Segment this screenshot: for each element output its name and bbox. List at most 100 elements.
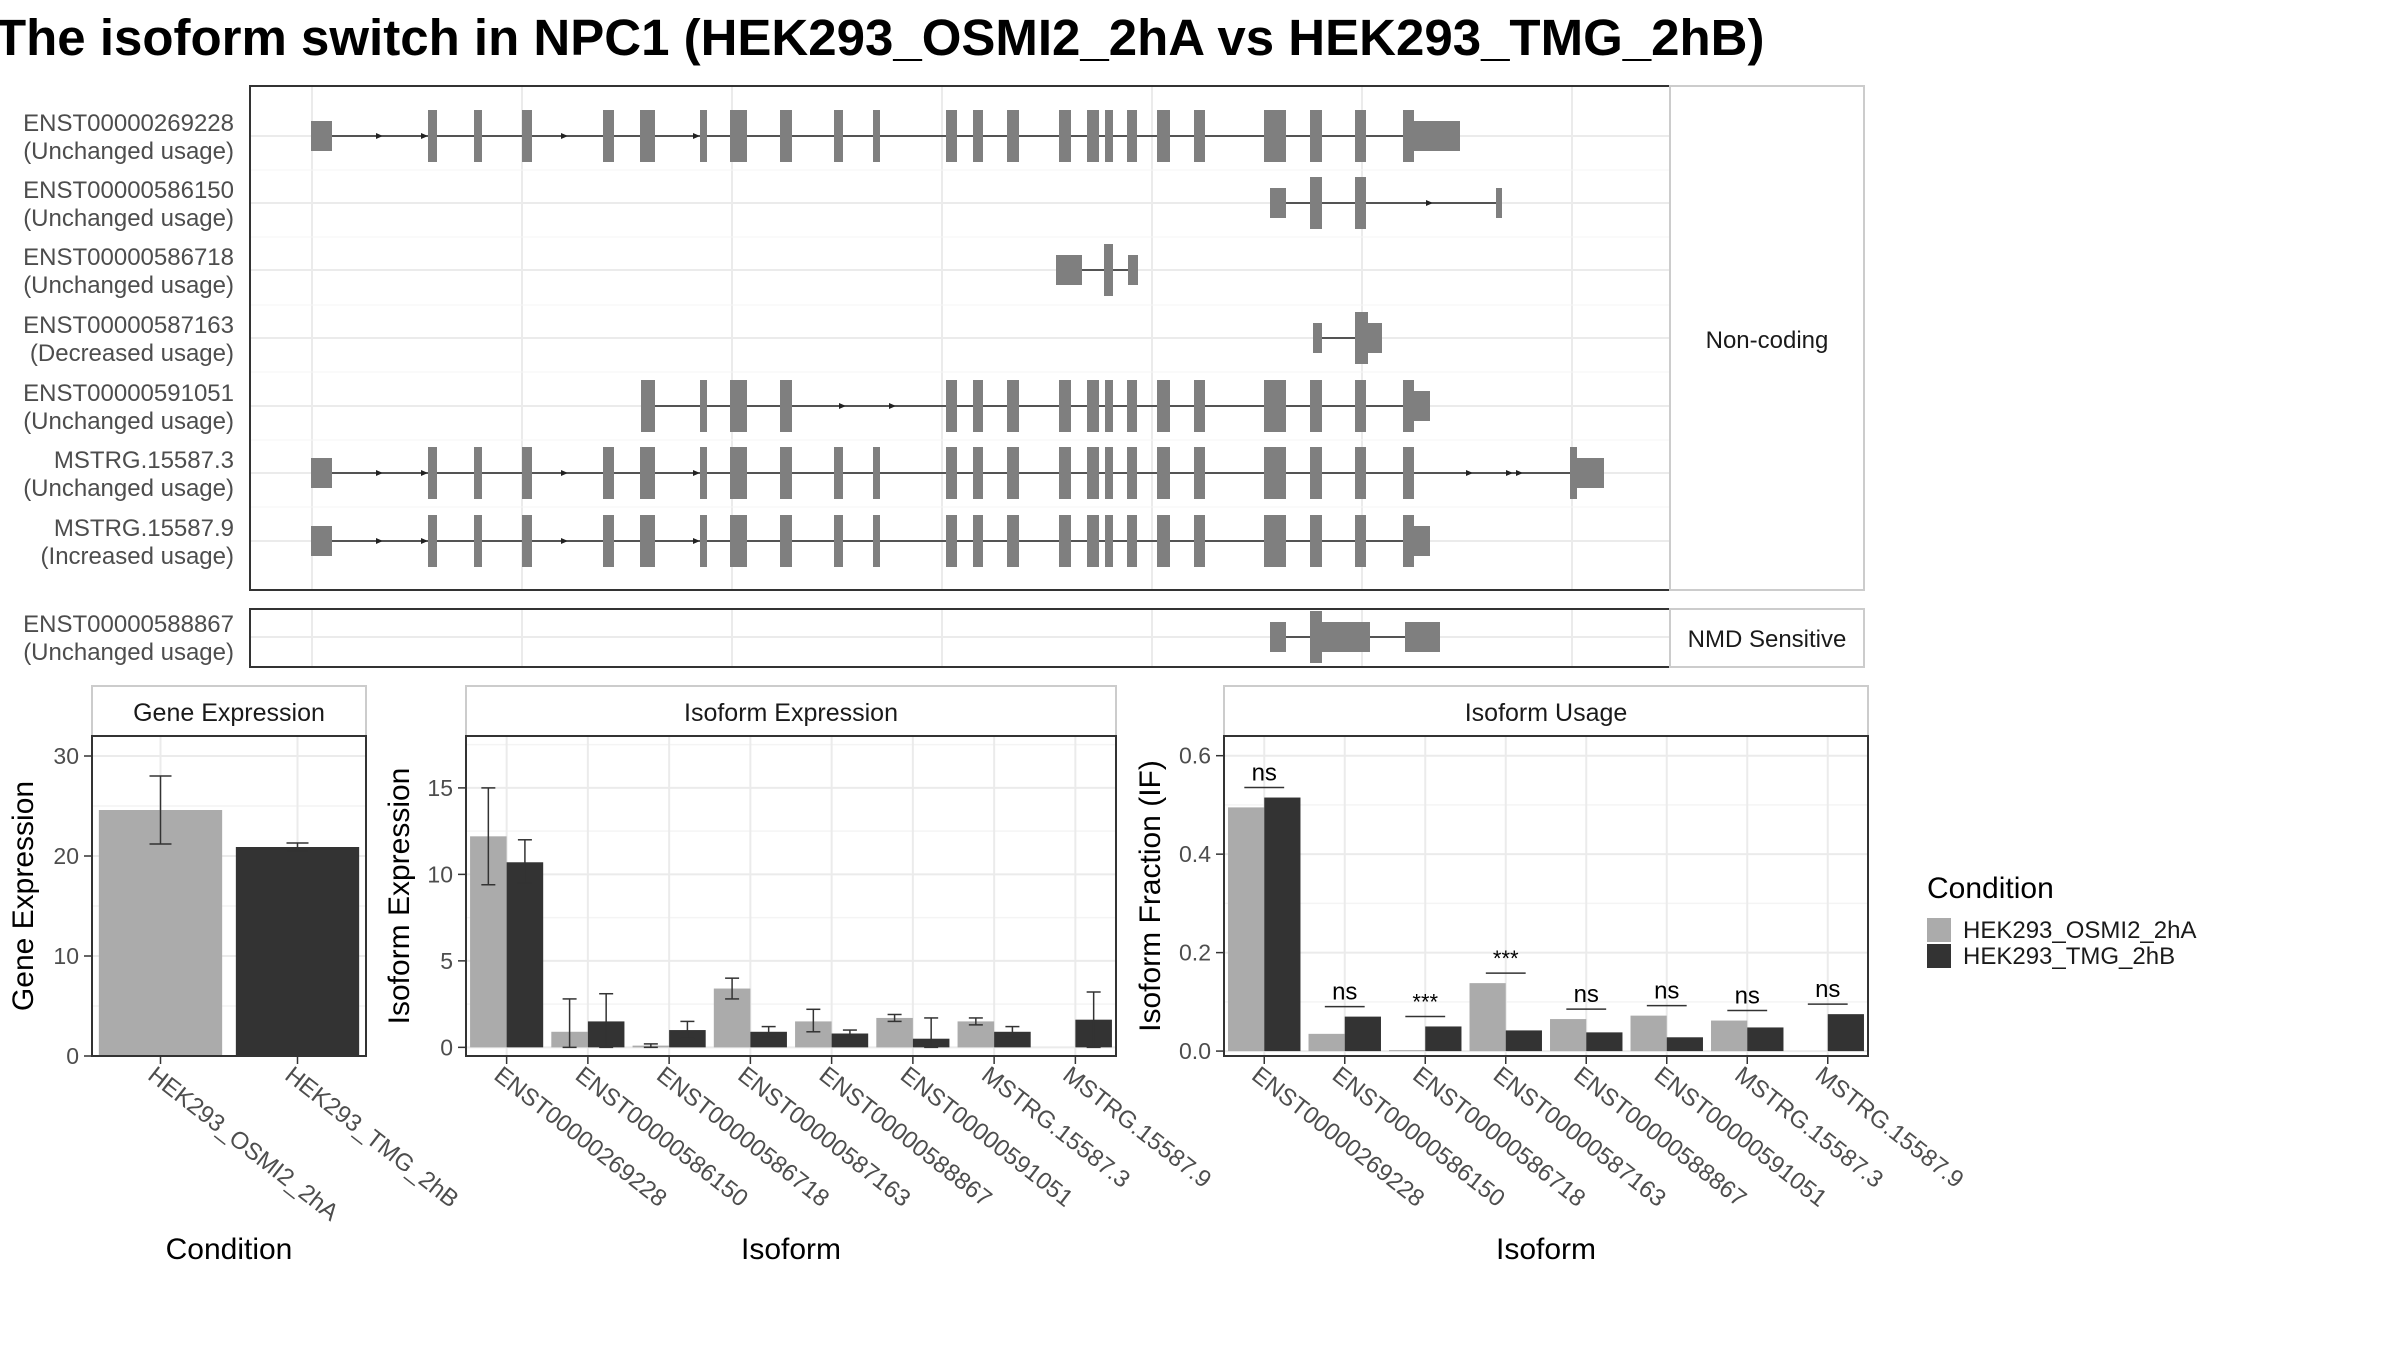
coding-exon <box>1105 447 1113 499</box>
transcript-usage-label: (Unchanged usage) <box>23 138 234 165</box>
bar <box>1505 1030 1542 1052</box>
coding-exon <box>1127 110 1137 162</box>
coding-exon <box>1355 515 1366 567</box>
transcript-ENST00000588867 <box>1270 611 1440 663</box>
chart-isoform-usage: Isoform Usage ns ns *** *** ns ns ns ns 0.0 0.2 0.4… <box>1134 685 1969 1266</box>
utr-exon <box>1405 622 1440 652</box>
intron-direction-arrow <box>693 470 700 476</box>
coding-exon <box>1007 515 1019 567</box>
coding-exon <box>474 447 482 499</box>
intron-direction-arrow <box>376 538 383 544</box>
coding-exon <box>1007 447 1019 499</box>
utr-exon <box>1336 622 1370 652</box>
utr-exon <box>1368 323 1382 353</box>
coding-exon <box>1087 110 1099 162</box>
coding-exon <box>730 515 747 567</box>
plot-border <box>91 735 367 1057</box>
intron-direction-arrow <box>561 538 568 544</box>
coding-exon <box>834 110 843 162</box>
transcript-ENST00000591051 <box>641 380 1430 432</box>
coding-exon <box>1059 110 1071 162</box>
nmd-strip <box>1669 608 1865 668</box>
x-axis-title: Isoform <box>1496 1233 1596 1266</box>
transcript-MSTRG.15587.9 <box>311 515 1430 567</box>
bar <box>876 1017 913 1048</box>
coding-exon <box>1127 447 1137 499</box>
plot-border <box>465 735 1117 1057</box>
y-tick-label: 20 <box>53 843 79 869</box>
intron-direction-arrow <box>561 470 568 476</box>
intron-direction-arrow <box>1466 470 1473 476</box>
transcript-ENST00000269228 <box>311 110 1460 162</box>
y-tick-label: 0 <box>66 1043 79 1069</box>
significance-label: ns <box>1654 978 1679 1005</box>
coding-exon <box>700 380 707 432</box>
coding-exon <box>873 110 880 162</box>
coding-exon <box>1403 447 1414 499</box>
coding-exon <box>522 110 532 162</box>
coding-exon <box>640 447 655 499</box>
coding-exon <box>700 447 707 499</box>
coding-exon <box>1007 110 1019 162</box>
legend-label: HEK293_OSMI2_2hA <box>1963 917 2196 944</box>
coding-exon <box>603 447 614 499</box>
coding-exon <box>873 515 880 567</box>
legend-label: HEK293_TMG_2hB <box>1963 943 2175 970</box>
bar <box>1586 1032 1623 1052</box>
intron-direction-arrow <box>421 133 428 139</box>
coding-exon <box>1157 380 1170 432</box>
transcript-usage-label: (Unchanged usage) <box>23 205 234 232</box>
intron-direction-arrow <box>376 133 383 139</box>
x-tick-label: MSTRG.15587.9 <box>1810 1061 1969 1193</box>
utr-exon <box>311 458 332 488</box>
coding-exon <box>780 380 792 432</box>
coding-exon <box>1264 447 1286 499</box>
bar <box>831 1033 869 1048</box>
bar <box>1747 1027 1784 1052</box>
bar <box>1711 1020 1748 1052</box>
coding-exon <box>1403 110 1414 162</box>
coding-exon <box>1310 611 1322 663</box>
transcript-ENST00000586150 <box>1270 177 1502 229</box>
coding-exon <box>1264 515 1286 567</box>
intron-direction-arrow <box>376 470 383 476</box>
coding-exon <box>1310 515 1322 567</box>
panel-strip <box>1223 685 1869 737</box>
plot-background <box>1224 736 1868 1056</box>
coding-exon <box>640 515 655 567</box>
coding-exon <box>1105 380 1113 432</box>
expression-charts: Gene Expression0102030HEK293_OSMI2_2hAHE… <box>7 685 1969 1266</box>
bar <box>1550 1019 1587 1052</box>
utr-exon <box>1414 121 1460 151</box>
y-axis-title: Isoform Fraction (IF) <box>1134 760 1167 1032</box>
bar <box>1666 1037 1703 1052</box>
utr-exon <box>311 526 332 556</box>
transcript-usage-label: (Decreased usage) <box>30 340 234 367</box>
coding-exon <box>730 110 747 162</box>
utr-exon <box>1414 391 1430 421</box>
utr-exon <box>1577 458 1604 488</box>
intron-direction-arrow <box>693 133 700 139</box>
transcript-id-label: MSTRG.15587.3 <box>54 447 234 474</box>
coding-exon <box>946 380 957 432</box>
coding-exon <box>640 110 655 162</box>
transcript-id-label: ENST00000591051 <box>23 380 234 407</box>
bar <box>1308 1033 1345 1052</box>
y-tick-label: 10 <box>427 861 453 887</box>
coding-exon <box>1059 447 1071 499</box>
bar <box>957 1021 995 1048</box>
bar <box>1469 983 1506 1052</box>
coding-exon <box>1310 110 1322 162</box>
coding-exon <box>1104 244 1113 296</box>
coding-exon <box>474 110 482 162</box>
bar <box>1425 1026 1462 1052</box>
transcript-usage-label: (Unchanged usage) <box>23 475 234 502</box>
utr-exon <box>1414 526 1430 556</box>
coding-exon <box>1087 380 1099 432</box>
coding-exon <box>428 447 437 499</box>
significance-label: ns <box>1332 979 1357 1006</box>
panel-title: Isoform Usage <box>1465 699 1628 727</box>
utr-exon <box>1270 188 1286 218</box>
coding-exon <box>973 515 983 567</box>
coding-exon <box>1059 515 1071 567</box>
